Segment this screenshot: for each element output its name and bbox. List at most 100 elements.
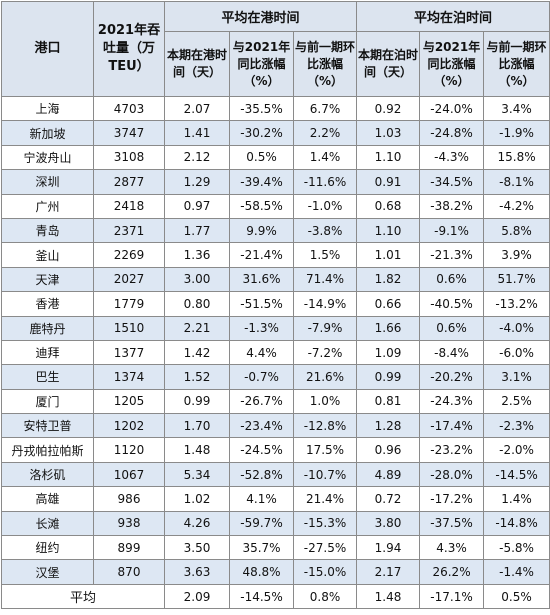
table-cell: 1.4%	[483, 486, 550, 512]
table-cell: 0.92	[356, 95, 421, 122]
table-cell: -4.0%	[483, 315, 550, 341]
table-cell: 938	[93, 510, 165, 537]
port-name: 厦门	[1, 388, 94, 415]
table-cell: -59.7%	[229, 510, 294, 537]
table-row: 长滩 938 4.26 -59.7% -15.3% 3.80 -37.5% -14.8%	[1, 510, 550, 537]
table-cell: -38.2%	[419, 193, 485, 219]
table-cell: -15.3%	[292, 510, 358, 537]
table-cell: 1779	[93, 291, 165, 317]
table-cell: 0.99	[164, 388, 230, 415]
table-cell: 0.81	[356, 388, 421, 415]
table-cell: -14.9%	[292, 291, 358, 317]
table-cell: 2.21	[164, 315, 230, 341]
table-cell: 0.97	[164, 193, 230, 219]
table-cell: -10.7%	[292, 461, 358, 488]
table-row: 丹戎帕拉帕斯 1120 1.48 -24.5% 17.5% 0.96 -23.2% -2.0%	[1, 437, 550, 463]
table-cell: 1.09	[356, 339, 421, 366]
table-cell: 26.2%	[419, 559, 485, 585]
table-cell: 3.00	[164, 266, 230, 293]
table-cell: 31.6%	[229, 266, 294, 293]
table-cell: 0.91	[356, 169, 421, 195]
table-cell: -17.4%	[419, 413, 485, 439]
table-row: 巴生 1374 1.52 -0.7% 21.6% 0.99 -20.2% 3.1%	[1, 364, 550, 390]
table-cell: 21.4%	[292, 486, 358, 512]
table-cell: 1.5%	[292, 242, 358, 268]
port-name: 迪拜	[1, 339, 94, 366]
table-cell: -58.5%	[229, 193, 294, 219]
table-cell: 3.80	[356, 510, 421, 537]
port-name: 高雄	[1, 486, 94, 512]
table-cell: 1.01	[356, 242, 421, 268]
table-cell: 6.7%	[292, 95, 358, 122]
port-name: 釜山	[1, 242, 94, 268]
table-cell: -1.9%	[483, 120, 550, 146]
table-cell: -1.4%	[483, 559, 550, 585]
table-cell: 1202	[93, 413, 165, 439]
table-cell: 1.41	[164, 120, 230, 146]
table-cell: 0.72	[356, 486, 421, 512]
table-cell: 1.48	[164, 437, 230, 463]
port-name: 新加坡	[1, 120, 94, 146]
table-cell: 0.99	[356, 364, 421, 390]
table-row: 汉堡 870 3.63 48.8% -15.0% 2.17 26.2% -1.4%	[1, 559, 550, 585]
subheader-cell: 与2021年同比涨幅（%）	[419, 31, 485, 97]
header-cell: 2021年吞吐量（万TEU）	[93, 1, 165, 97]
table-row: 厦门 1205 0.99 -26.7% 1.0% 0.81 -24.3% 2.5%	[1, 388, 550, 415]
table-cell: 3.9%	[483, 242, 550, 268]
table-cell: 4.26	[164, 510, 230, 537]
table-cell: 4.1%	[229, 486, 294, 512]
average-row: 平均 2.09 -14.5% 0.8% 1.48 -17.1% 0.5%	[1, 583, 550, 610]
table-cell: 0.6%	[419, 266, 485, 293]
table-cell: 0.8%	[292, 583, 358, 610]
table-cell: -52.8%	[229, 461, 294, 488]
table-cell: -2.3%	[483, 413, 550, 439]
table-cell: -13.2%	[483, 291, 550, 317]
table-cell: 4.89	[356, 461, 421, 488]
table-cell: 2371	[93, 217, 165, 244]
port-name: 巴生	[1, 364, 94, 390]
table-cell: -51.5%	[229, 291, 294, 317]
table-row: 宁波舟山 3108 2.12 0.5% 1.4% 1.10 -4.3% 15.8%	[1, 144, 550, 171]
table-cell: 35.7%	[229, 535, 294, 561]
average-label: 平均	[1, 583, 165, 610]
table-cell: -14.8%	[483, 510, 550, 537]
table-cell: 2877	[93, 169, 165, 195]
table-cell: 1.48	[356, 583, 421, 610]
header-row: 本期在港时间（天） 与2021年同比涨幅（%） 与前一期环比涨幅（%） 本期在泊时间（…	[2, 31, 550, 97]
table-cell: 1374	[93, 364, 165, 390]
table-cell: 71.4%	[292, 266, 358, 293]
table-body: 上海 4703 2.07 -35.5% 6.7% 0.92 -24.0% 3.4% 新加坡 374…	[1, 95, 550, 610]
table-cell: 0.6%	[419, 315, 485, 341]
table-cell: 1.03	[356, 120, 421, 146]
table-cell: -7.2%	[292, 339, 358, 366]
table-cell: -8.4%	[419, 339, 485, 366]
subheader-cell: 与2021年同比涨幅（%）	[229, 31, 294, 97]
table-cell: 2269	[93, 242, 165, 268]
table-cell: -6.0%	[483, 339, 550, 366]
table-header: 港口 2021年吞吐量（万TEU） 平均在港时间 平均在泊时间 本期在港时间（天…	[1, 1, 550, 97]
table-cell: 0.80	[164, 291, 230, 317]
table-cell: -0.7%	[229, 364, 294, 390]
table-row: 香港 1779 0.80 -51.5% -14.9% 0.66 -40.5% -13.2%	[1, 291, 550, 317]
table-cell: 4.3%	[419, 535, 485, 561]
table-cell: -39.4%	[229, 169, 294, 195]
table-cell: 1.77	[164, 217, 230, 244]
table-cell: -37.5%	[419, 510, 485, 537]
table-cell: -40.5%	[419, 291, 485, 317]
table-cell: 1.52	[164, 364, 230, 390]
table-cell: 2.09	[164, 583, 230, 610]
group-header: 平均在泊时间	[356, 1, 550, 32]
table-cell: 1.29	[164, 169, 230, 195]
table-cell: 4.4%	[229, 339, 294, 366]
table-row: 广州 2418 0.97 -58.5% -1.0% 0.68 -38.2% -4.2%	[1, 193, 550, 219]
table-cell: 5.34	[164, 461, 230, 488]
table-cell: 899	[93, 535, 165, 561]
table-cell: 2418	[93, 193, 165, 219]
table-cell: 2.17	[356, 559, 421, 585]
table-cell: -3.8%	[292, 217, 358, 244]
table-cell: 1.66	[356, 315, 421, 341]
port-name: 洛杉矶	[1, 461, 94, 488]
port-name: 青岛	[1, 217, 94, 244]
table-cell: -1.0%	[292, 193, 358, 219]
table-cell: 1120	[93, 437, 165, 463]
